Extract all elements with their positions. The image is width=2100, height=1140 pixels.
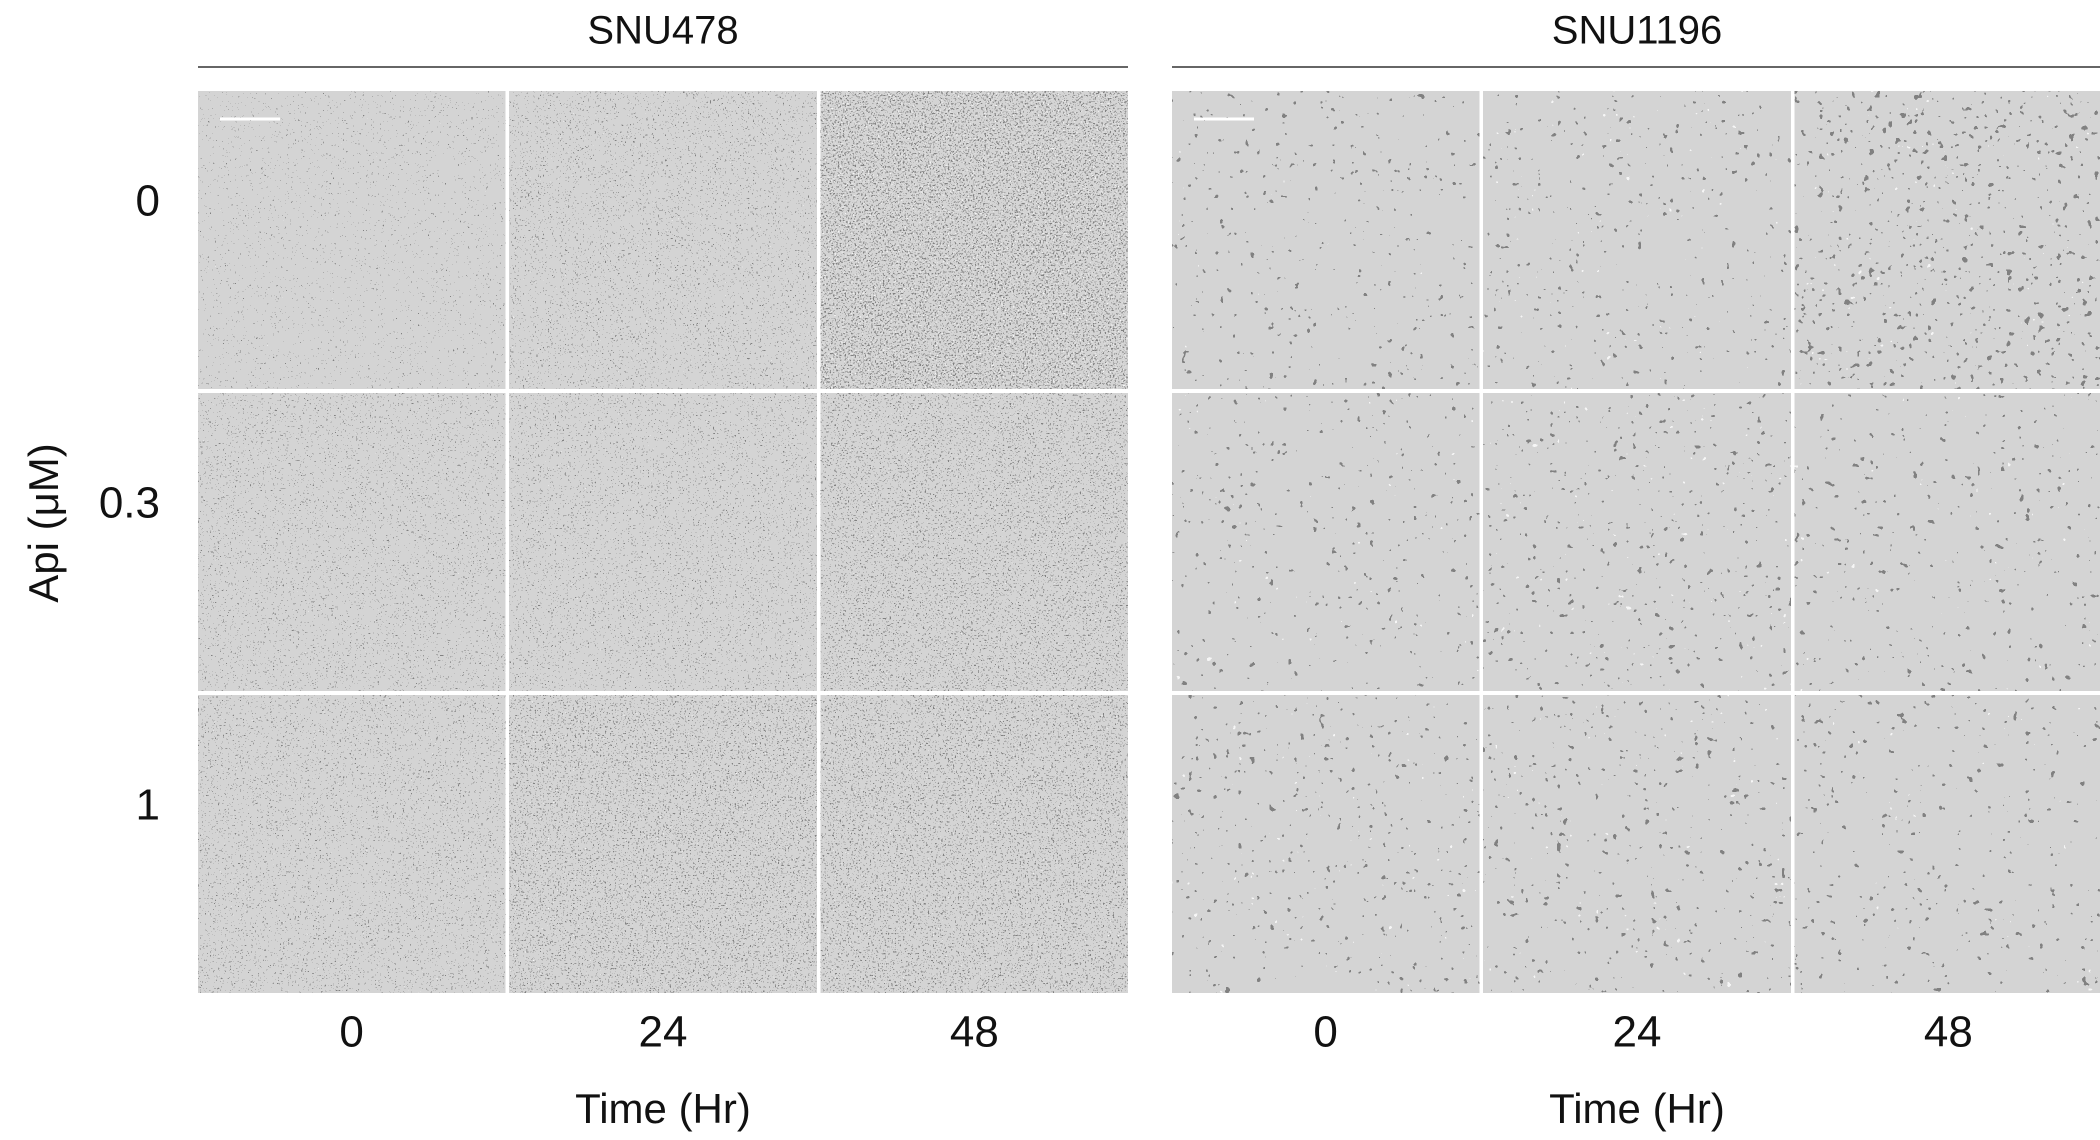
row-label: 0 xyxy=(136,177,160,226)
micrograph xyxy=(1794,393,2100,691)
micrograph xyxy=(820,695,1128,993)
column-label: 48 xyxy=(1924,1008,1973,1057)
micrograph xyxy=(1483,91,1791,389)
micrograph xyxy=(1483,695,1791,993)
micrograph xyxy=(1172,695,1480,993)
micrograph xyxy=(1483,393,1791,691)
micrograph xyxy=(820,91,1128,389)
micrograph xyxy=(1794,695,2100,993)
column-label: 0 xyxy=(339,1008,363,1057)
panel-title: SNU478 xyxy=(587,9,738,53)
panel-title: SNU1196 xyxy=(1552,9,1722,53)
micrograph xyxy=(198,695,506,993)
micrograph xyxy=(509,91,817,389)
x-axis-label: Time (Hr) xyxy=(1549,1085,1725,1132)
micrograph xyxy=(1172,91,1480,389)
micrograph xyxy=(198,91,506,389)
micrograph xyxy=(1172,393,1480,691)
micrograph xyxy=(820,393,1128,691)
micrograph xyxy=(1794,91,2100,389)
micrograph xyxy=(509,695,817,993)
column-label: 24 xyxy=(639,1008,688,1057)
x-axis-label: Time (Hr) xyxy=(575,1085,751,1132)
column-label: 24 xyxy=(1613,1008,1662,1057)
column-label: 0 xyxy=(1313,1008,1337,1057)
column-label: 48 xyxy=(950,1008,999,1057)
y-axis-label: Api (μM) xyxy=(20,443,67,603)
micrograph xyxy=(198,393,506,691)
row-label: 1 xyxy=(136,781,160,830)
micrograph xyxy=(509,393,817,691)
row-label: 0.3 xyxy=(99,479,160,528)
